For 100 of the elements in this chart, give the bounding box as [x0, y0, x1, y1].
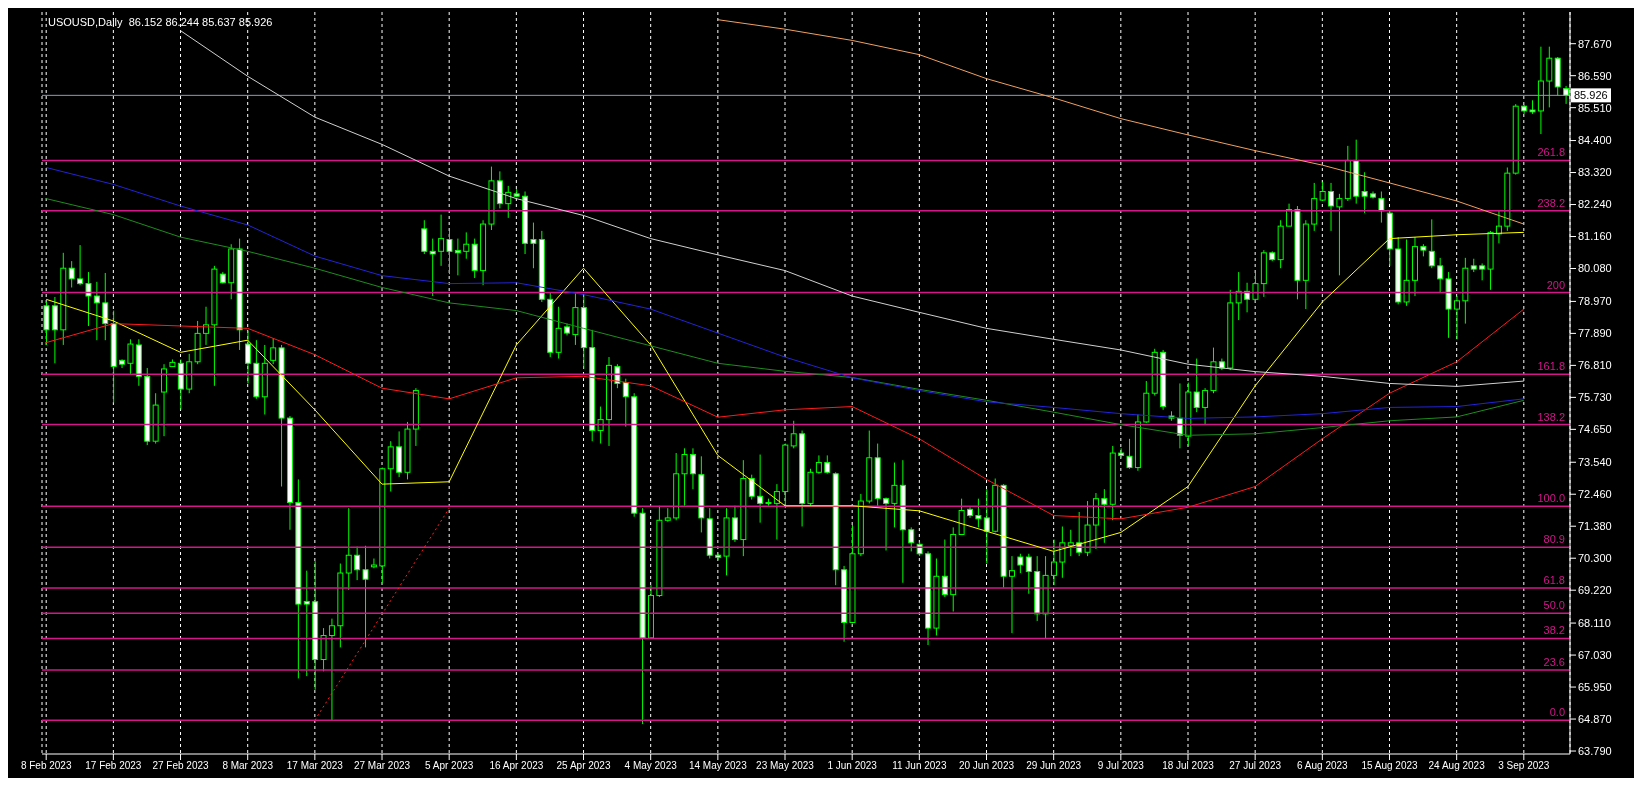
candlestick [1479, 262, 1486, 281]
y-tick-label: 87.670 [1578, 37, 1612, 50]
y-tick-label: 86.590 [1578, 69, 1612, 82]
annotation: 80.9 [1543, 533, 1565, 546]
annotation: 100.0 [1537, 492, 1565, 505]
y-tick-label: 77.890 [1578, 327, 1612, 340]
y-tick-label: 70.300 [1578, 552, 1612, 565]
y-tick-label: 71.380 [1578, 520, 1612, 533]
line-series [717, 19, 1525, 225]
candlestick [773, 483, 780, 541]
y-tick-label: 64.870 [1578, 712, 1612, 725]
line-series [45, 231, 1525, 552]
candlestick [454, 238, 461, 276]
candlestick [958, 498, 965, 536]
y-tick-label: 69.220 [1578, 584, 1612, 597]
candlestick [622, 378, 629, 428]
x-tick-label: 3 Sep 2023 [1498, 760, 1550, 772]
x-tick-label: 11 Jun 2023 [892, 760, 947, 772]
candlestick [824, 454, 831, 475]
candlestick [1244, 282, 1251, 313]
candlestick [883, 496, 890, 552]
y-tick-label: 76.810 [1578, 359, 1612, 372]
annotation: 0.0 [1549, 706, 1565, 719]
candlestick [757, 454, 764, 524]
candlestick [1101, 488, 1108, 544]
candlestick [815, 454, 822, 475]
y-tick-label: 68.110 [1578, 616, 1611, 629]
candlestick [85, 271, 92, 327]
candlestick [354, 546, 361, 581]
candlestick [387, 440, 394, 493]
ref-line-label: 85.926 [1574, 89, 1608, 102]
x-tick-label: 16 Apr 2023 [489, 760, 544, 772]
candlestick [1495, 210, 1502, 244]
candlestick [555, 306, 562, 360]
y-tick-label: 84.400 [1578, 134, 1612, 147]
candlestick [731, 505, 738, 543]
candlestick [790, 420, 797, 449]
x-tick-label: 17 Mar 2023 [286, 760, 344, 772]
x-tick-label: 27 Jul 2023 [1229, 760, 1282, 772]
y-tick-label: 78.970 [1578, 295, 1612, 308]
x-tick-label: 4 May 2023 [624, 760, 678, 772]
x-tick-label: 14 May 2023 [688, 760, 748, 772]
candlestick [689, 447, 696, 490]
annotation: 23.6 [1543, 655, 1565, 668]
x-tick-label: 27 Feb 2023 [152, 760, 210, 772]
x-tick-label: 1 Jun 2023 [827, 760, 878, 772]
candlestick [1453, 295, 1460, 340]
x-tick-label: 27 Mar 2023 [353, 760, 411, 772]
candlestick [496, 170, 503, 209]
candlestick [93, 281, 100, 341]
candlestick [891, 462, 898, 528]
candlestick [1050, 539, 1057, 586]
y-tick-label: 81.160 [1578, 230, 1612, 243]
y-tick-label: 67.030 [1578, 648, 1612, 661]
candlestick [320, 627, 327, 672]
annotation: 138.2 [1537, 410, 1565, 423]
candlestick [345, 507, 352, 591]
candlestick [975, 498, 982, 528]
candlestick [908, 526, 915, 552]
candlestick [1193, 358, 1200, 413]
annotation: 161.8 [1537, 360, 1565, 373]
candlestick [303, 570, 310, 677]
candlestick [530, 222, 537, 269]
candlestick [1286, 203, 1293, 227]
annotation: 61.8 [1543, 574, 1565, 587]
line-series [45, 198, 1525, 436]
y-tick-label: 74.650 [1578, 423, 1612, 436]
candlestick [597, 406, 604, 445]
x-tick-label: 9 Jul 2023 [1097, 760, 1145, 772]
y-tick-label: 65.950 [1578, 680, 1612, 693]
candlestick [1428, 218, 1435, 269]
x-tick-label: 8 Mar 2023 [222, 760, 274, 772]
candlestick [429, 238, 436, 297]
candlestick [438, 214, 445, 267]
candlestick [1328, 182, 1335, 232]
candlestick [102, 272, 109, 341]
x-tick-label: 17 Feb 2023 [85, 760, 142, 772]
candlestick [1361, 171, 1368, 214]
candlestick [127, 338, 134, 375]
y-tick-label: 72.460 [1578, 488, 1612, 501]
annotation: 238.2 [1537, 196, 1565, 209]
candlestick [1025, 553, 1032, 595]
candlestick [1126, 438, 1133, 470]
line-series [45, 167, 1525, 419]
candlestick [1252, 272, 1259, 303]
candlestick [1235, 271, 1242, 321]
annotation: 200 [1546, 278, 1565, 291]
x-tick-label: 15 Aug 2023 [1361, 760, 1419, 772]
x-tick-label: 25 Apr 2023 [556, 760, 611, 772]
x-tick-label: 6 Aug 2023 [1297, 760, 1349, 772]
candlestick [1008, 555, 1015, 634]
x-tick-label: 20 Jun 2023 [958, 760, 1015, 772]
x-tick-label: 23 May 2023 [756, 760, 815, 772]
y-tick-label: 83.320 [1578, 166, 1612, 179]
candlestick [68, 260, 75, 288]
y-tick-label: 80.080 [1578, 262, 1612, 275]
x-tick-label: 8 Feb 2023 [20, 760, 72, 772]
y-tick-label: 82.240 [1578, 198, 1612, 211]
candlestick [328, 618, 335, 721]
annotation: 261.8 [1537, 146, 1565, 159]
